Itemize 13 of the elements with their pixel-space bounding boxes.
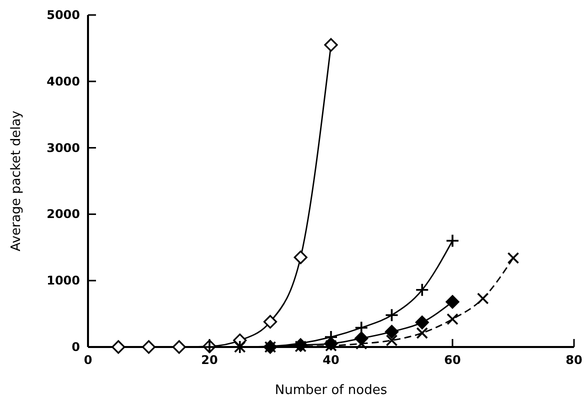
x-tick-label: 20 <box>201 353 218 367</box>
y-tick-label: 3000 <box>46 140 80 155</box>
y-tick-label: 4000 <box>46 74 80 88</box>
x-tick-label: 40 <box>322 353 340 367</box>
x-tick-label: 60 <box>444 353 461 367</box>
y-tick-label: 0 <box>72 340 80 354</box>
y-tick-label: 5000 <box>46 8 80 22</box>
y-axis-title: Average packet delay <box>9 110 24 252</box>
y-tick-label: 1000 <box>46 274 80 288</box>
x-axis-title: Number of nodes <box>274 383 388 398</box>
x-tick-label: 0 <box>84 353 92 367</box>
x-tick-label: 80 <box>566 353 582 367</box>
y-tick-label: 2000 <box>46 207 80 222</box>
